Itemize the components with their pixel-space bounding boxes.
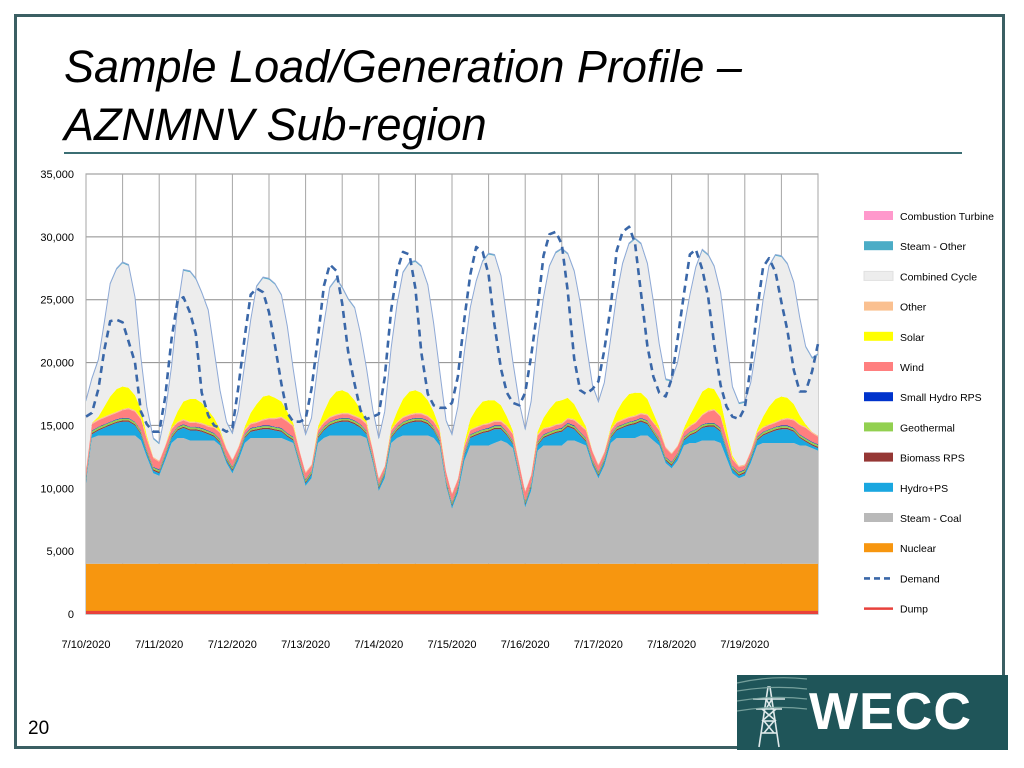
slide-title: Sample Load/Generation Profile – AZNMNV … <box>64 38 742 154</box>
x-tick-label: 7/12/2020 <box>208 639 257 651</box>
legend-label-steam-coal: Steam - Coal <box>900 513 961 525</box>
y-tick-label: 15,000 <box>40 420 74 432</box>
y-tick-label: 5,000 <box>46 546 74 558</box>
legend-swatch-wind <box>864 362 893 371</box>
legend-swatch-geothermal <box>864 422 893 432</box>
area-solar <box>86 386 818 494</box>
legend-swatch-other <box>864 301 893 311</box>
title-underline <box>64 152 962 154</box>
legend-swatch-small-hydro-rps <box>864 392 893 402</box>
legend-label-nuclear: Nuclear <box>900 543 937 555</box>
y-tick-label: 10,000 <box>40 483 74 495</box>
x-tick-label: 7/13/2020 <box>281 639 330 651</box>
x-tick-label: 7/18/2020 <box>647 639 696 651</box>
y-tick-label: 0 <box>68 609 74 621</box>
legend-swatch-combustion-turbine <box>864 211 893 220</box>
y-tick-label: 30,000 <box>40 232 74 244</box>
x-tick-label: 7/15/2020 <box>428 639 477 651</box>
legend-label-combustion-turbine: Combustion Turbine <box>900 211 994 223</box>
legend-label-biomass-rps: Biomass RPS <box>900 453 965 465</box>
x-tick-label: 7/19/2020 <box>720 639 769 651</box>
legend-swatch-hydro-ps <box>864 482 893 492</box>
legend-swatch-solar <box>864 331 893 341</box>
legend-swatch-nuclear <box>864 543 893 553</box>
wecc-logo: WECC <box>737 675 1008 750</box>
x-tick-label: 7/16/2020 <box>501 639 550 651</box>
x-tick-label: 7/10/2020 <box>62 639 111 651</box>
chart-legend: Combustion Turbine Steam - Other Combined … <box>863 211 994 616</box>
area-wind <box>86 409 818 503</box>
legend-label-geothermal: Geothermal <box>900 422 955 434</box>
series-lines <box>85 225 820 614</box>
area-combined-cycle <box>86 239 818 494</box>
legend-label-hydro-ps: Hydro+PS <box>900 483 948 495</box>
transmission-tower-icon <box>737 677 807 748</box>
legend-label-dump: Dump <box>900 604 928 616</box>
legend-swatch-combined-cycle <box>863 270 894 281</box>
wecc-logo-text: WECC <box>809 683 972 741</box>
page-number: 20 <box>28 718 50 739</box>
legend-label-small-hydro-rps: Small Hydro RPS <box>900 392 982 404</box>
chart-axes: 0 5,000 10,000 15,000 20,000 25,000 30,000 35,0… <box>40 169 769 651</box>
legend-label-wind: Wind <box>900 362 924 374</box>
demand-line <box>85 225 820 433</box>
total-generation-edge <box>85 237 819 444</box>
slide-frame <box>14 14 1005 749</box>
legend-swatch-biomass-rps <box>864 452 893 462</box>
stacked-areas <box>86 238 818 614</box>
legend-label-demand: Demand <box>900 573 940 585</box>
x-tick-label: 7/11/2020 <box>135 639 183 651</box>
area-nuclear <box>86 563 818 613</box>
legend-label-combined-cycle: Combined Cycle <box>900 271 977 283</box>
x-tick-label: 7/14/2020 <box>354 639 403 651</box>
legend-swatch-steam-coal <box>864 513 893 522</box>
slide-title-line-2: AZNMNV Sub-region <box>64 99 487 150</box>
slide-title-line-1: Sample Load/Generation Profile – <box>64 41 742 92</box>
area-steam-coal <box>86 435 818 564</box>
legend-label-solar: Solar <box>900 332 925 344</box>
x-tick-label: 7/17/2020 <box>574 639 623 651</box>
legend-label-steam-other: Steam - Other <box>900 241 966 253</box>
legend-swatch-steam-other <box>864 241 893 251</box>
y-tick-label: 25,000 <box>40 295 74 307</box>
y-tick-label: 35,000 <box>40 169 74 181</box>
legend-label-other: Other <box>900 302 927 314</box>
y-tick-label: 20,000 <box>40 358 74 370</box>
